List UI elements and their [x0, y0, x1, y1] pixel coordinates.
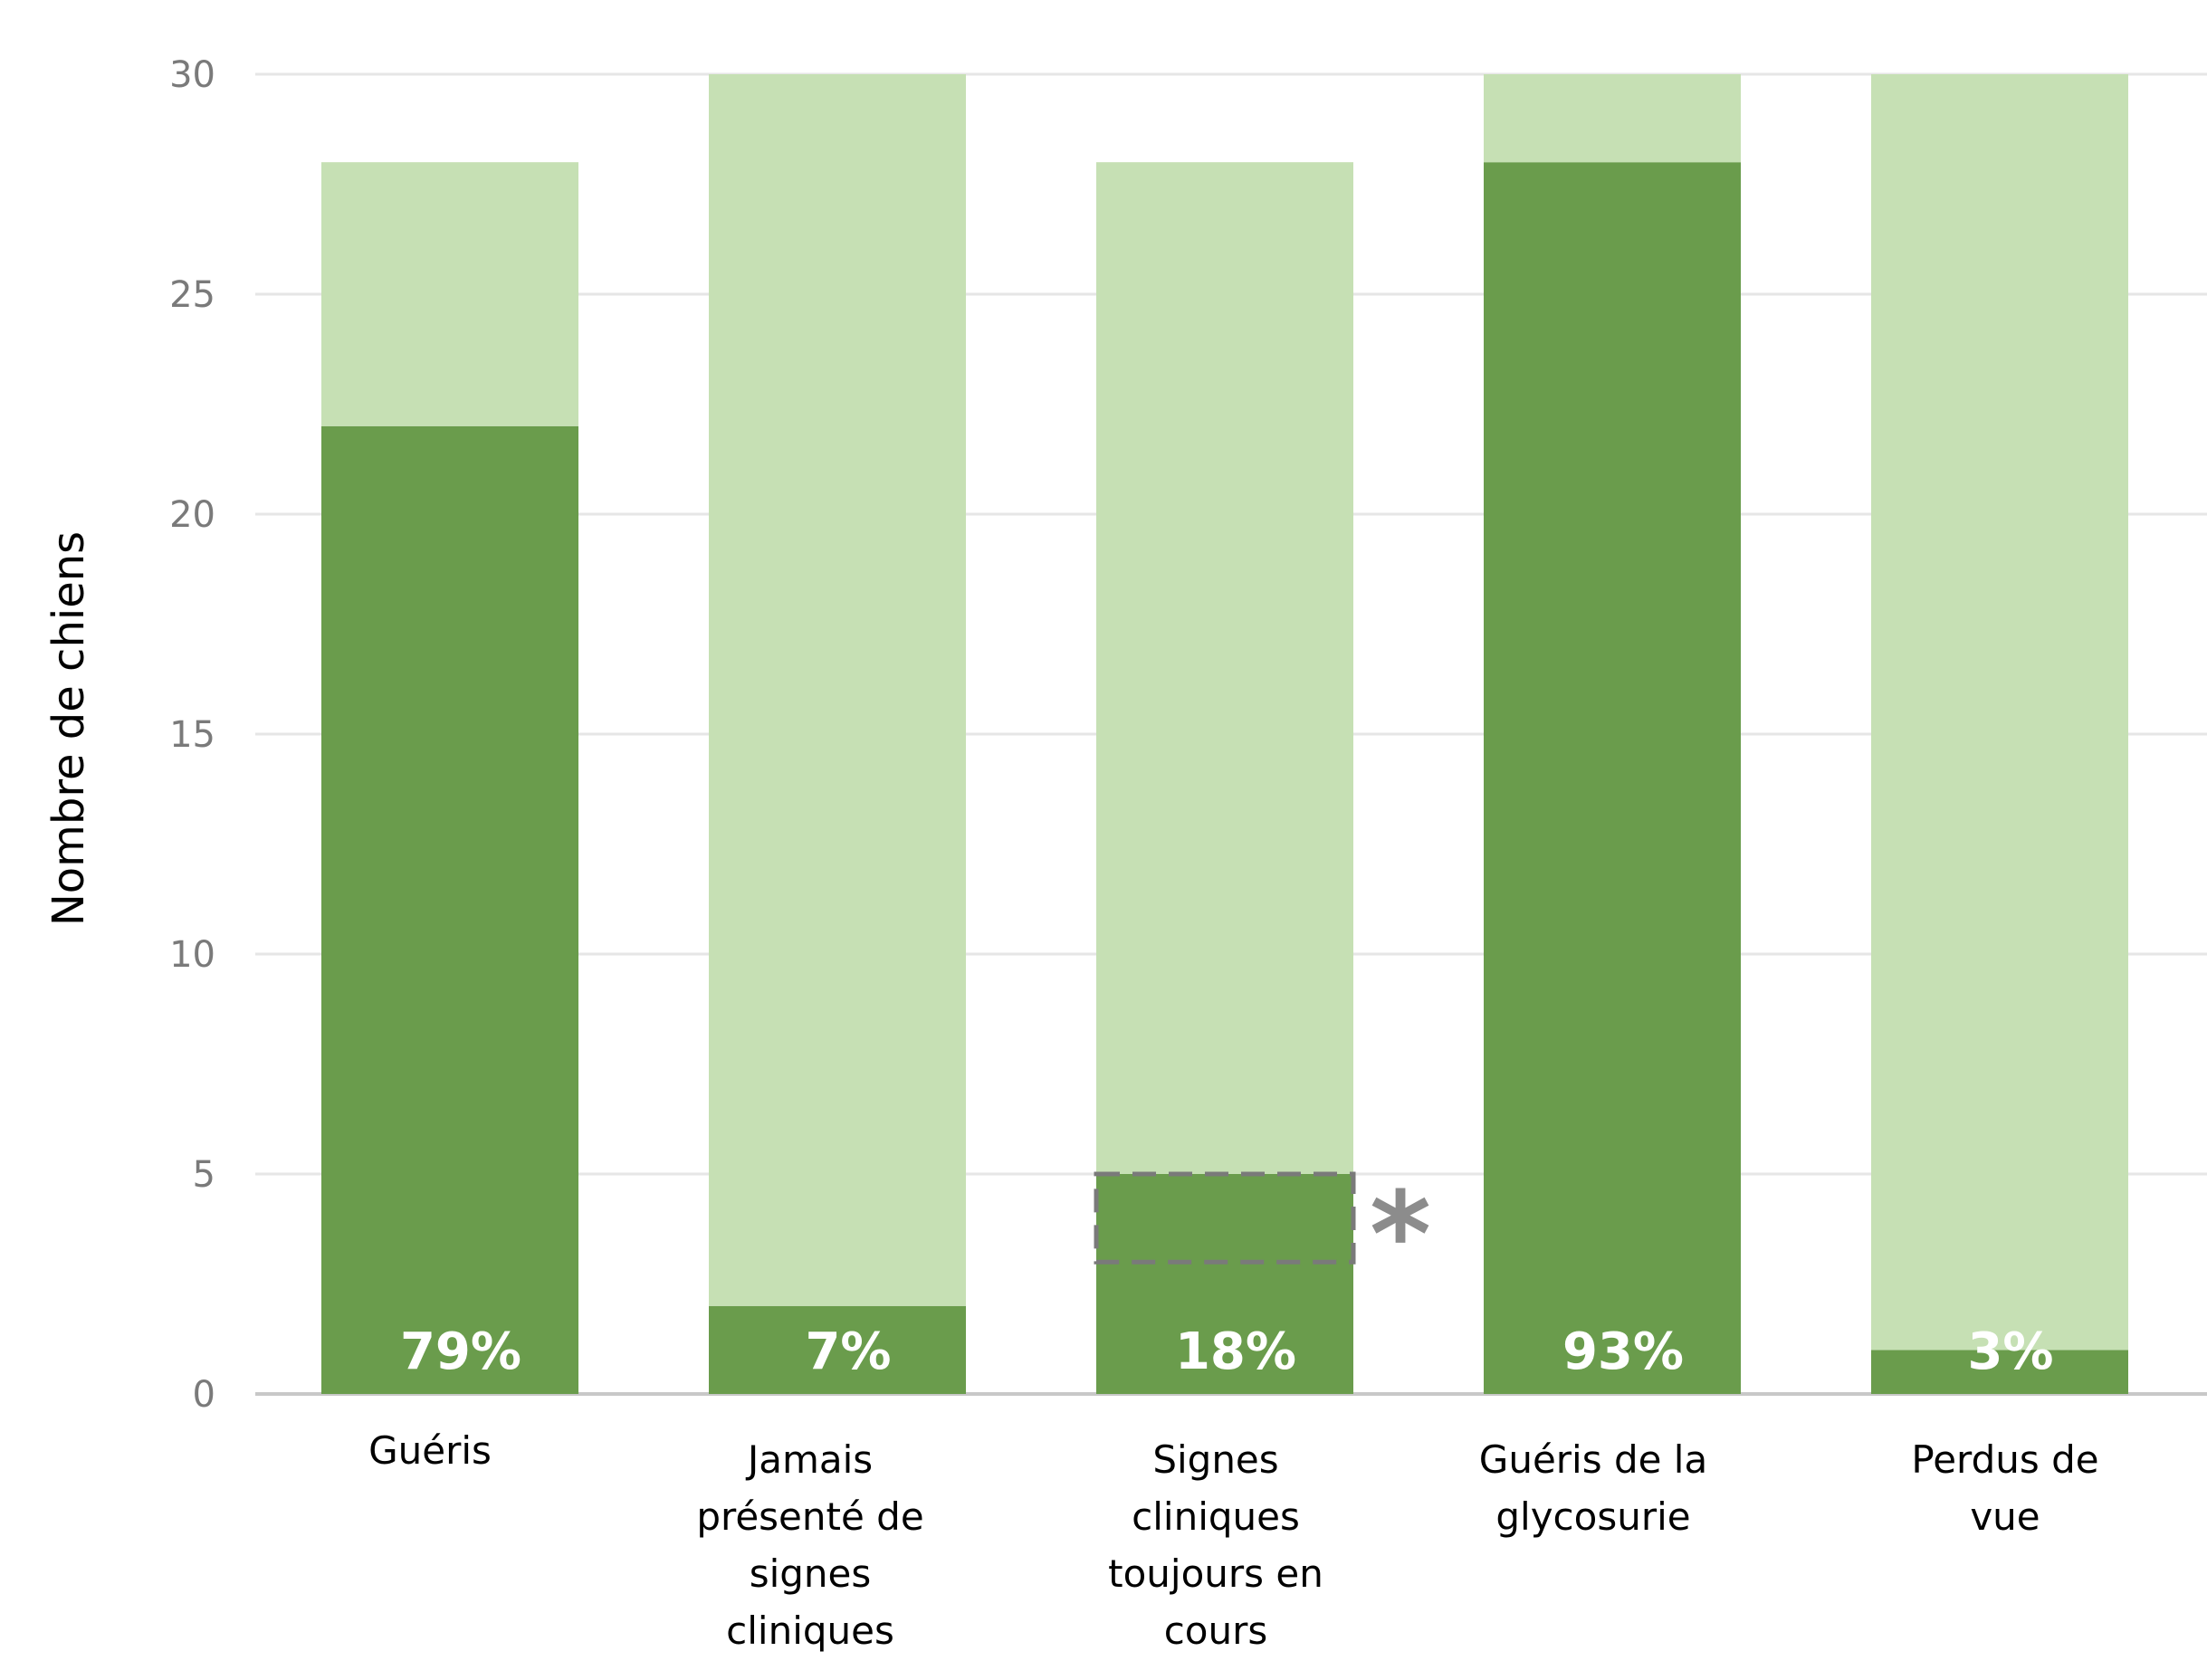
- bar-data-label: 93%: [1562, 1322, 1684, 1381]
- bar-segment-light: [1871, 74, 2128, 1351]
- bar-segment-dark: [709, 1305, 966, 1394]
- bar-segment-dark: [1096, 1174, 1353, 1394]
- y-axis-label: Nombre de chiens: [43, 531, 94, 926]
- bar-data-label: 7%: [805, 1322, 891, 1381]
- x-category-label: Signes cliniques toujours en cours: [1108, 1437, 1323, 1653]
- bar-segment-light: [709, 74, 966, 1306]
- bar-segment-dark: [1871, 1350, 2128, 1394]
- x-category-label: Guéris de la glycosurie: [1479, 1437, 1707, 1539]
- bar-data-label: 79%: [400, 1322, 521, 1381]
- bar-segment-light: [1484, 74, 1741, 163]
- y-tick-label: 20: [169, 494, 215, 536]
- x-category-label: Guéris: [368, 1428, 492, 1473]
- y-tick-label: 0: [193, 1374, 215, 1416]
- annotation: *: [1094, 1166, 1431, 1303]
- x-category-label: Jamais présenté de signes cliniques: [696, 1437, 923, 1653]
- y-tick-label: 5: [193, 1154, 215, 1196]
- y-tick-label: 10: [169, 934, 215, 976]
- bar-data-label: 3%: [1967, 1322, 2053, 1381]
- x-axis-categories: Guéris Jamais présenté de signes cliniques Si…: [368, 1428, 2099, 1653]
- y-tick-label: 25: [169, 274, 215, 316]
- x-category-label: Perdus de vue: [1911, 1437, 2098, 1539]
- bar-data-label: 18%: [1175, 1322, 1296, 1381]
- bar-segment-dark: [321, 425, 578, 1394]
- y-tick-label: 15: [169, 714, 215, 756]
- bar-segment-dark: [1484, 162, 1741, 1395]
- bar-segment-light: [321, 162, 578, 426]
- y-axis-ticks: 0 5 10 15 20 25 30: [169, 54, 215, 1416]
- data-labels: 79% 7% 18% 93% 3%: [400, 1322, 2054, 1381]
- annotation-dashed-box: [1094, 1171, 1356, 1265]
- y-tick-label: 30: [169, 54, 215, 96]
- annotation-asterisk: *: [1370, 1166, 1431, 1303]
- bar-segment-light: [1096, 162, 1353, 1175]
- bars: [321, 74, 2128, 1395]
